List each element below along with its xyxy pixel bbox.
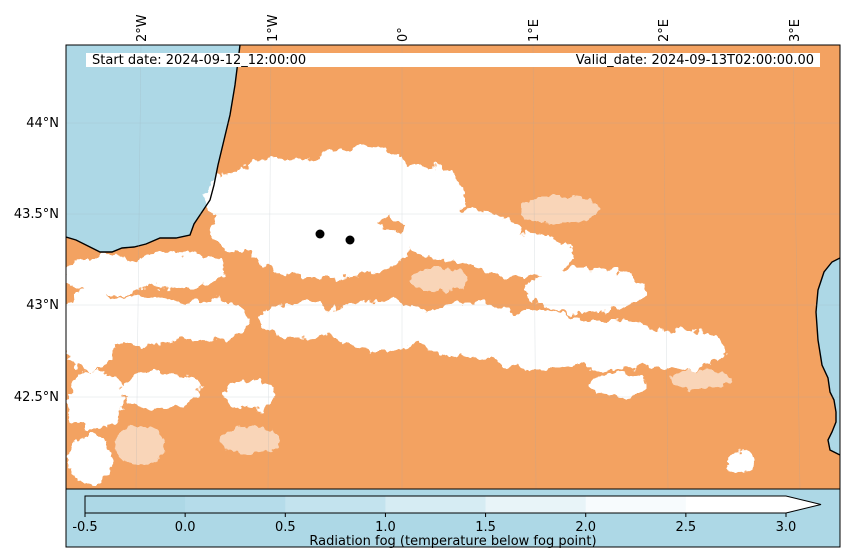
lon-label-3e: 3°E (788, 19, 803, 42)
coastline-east (815, 257, 840, 456)
longitude-labels: 2°W 1°W 0° 1°E 2°E 3°E (135, 14, 803, 42)
lon-label-1w: 1°W (266, 14, 281, 42)
lon-label-1e: 1°E (527, 19, 542, 42)
colorbar-segment (185, 496, 286, 513)
colorbar-tick-label: 1.5 (475, 520, 496, 535)
lat-label-43-5n: 43.5°N (14, 207, 59, 222)
colorbar-extend-arrow (786, 496, 821, 513)
colorbar-outline (84, 495, 822, 514)
land (66, 45, 840, 489)
colorbar-segment (585, 496, 687, 513)
coastline-west (66, 45, 241, 253)
gridlines (66, 45, 840, 489)
valid-date-text: Valid_date: 2024-09-13T02:00:00.00 (576, 53, 814, 68)
colorbar (84, 495, 822, 514)
colorbar-segment (485, 496, 587, 513)
colorbar-tick-label: 0.5 (275, 520, 296, 535)
lat-label-42-5n: 42.5°N (14, 390, 59, 405)
station-marker-1 (315, 229, 325, 239)
colorbar-tick-label: 0.0 (175, 520, 196, 535)
latitude-labels: 44°N 43.5°N 43°N 42.5°N (14, 116, 59, 405)
colorbar-tick-label: 3.0 (776, 520, 797, 535)
station-marker-2 (345, 235, 355, 245)
colorbar-segment (685, 496, 787, 513)
colorbar-tick-label: 1.0 (375, 520, 396, 535)
lat-label-43n: 43°N (26, 298, 59, 313)
lat-label-44n: 44°N (26, 116, 59, 131)
colorbar-segment (385, 496, 487, 513)
fog-field-light (115, 196, 730, 465)
colorbar-tick-label: 2.5 (676, 520, 697, 535)
map-area (66, 45, 840, 489)
lon-label-2w: 2°W (135, 14, 150, 42)
colorbar-segment (85, 496, 186, 513)
date-banner (86, 53, 820, 67)
colorbar-label: Radiation fog (temperature below fog poi… (309, 534, 596, 549)
fog-field (66, 147, 754, 485)
colorbar-tick-label: 2.0 (575, 520, 596, 535)
start-date-text: Start date: 2024-09-12_12:00:00 (92, 53, 306, 68)
lon-label-2e: 2°E (657, 19, 672, 42)
colorbar-tick-label: -0.5 (72, 520, 97, 535)
lon-label-0: 0° (396, 27, 411, 42)
colorbar-ticks: -0.5 0.0 0.5 1.0 1.5 2.0 2.5 3.0 (72, 513, 796, 535)
colorbar-segment (285, 496, 386, 513)
